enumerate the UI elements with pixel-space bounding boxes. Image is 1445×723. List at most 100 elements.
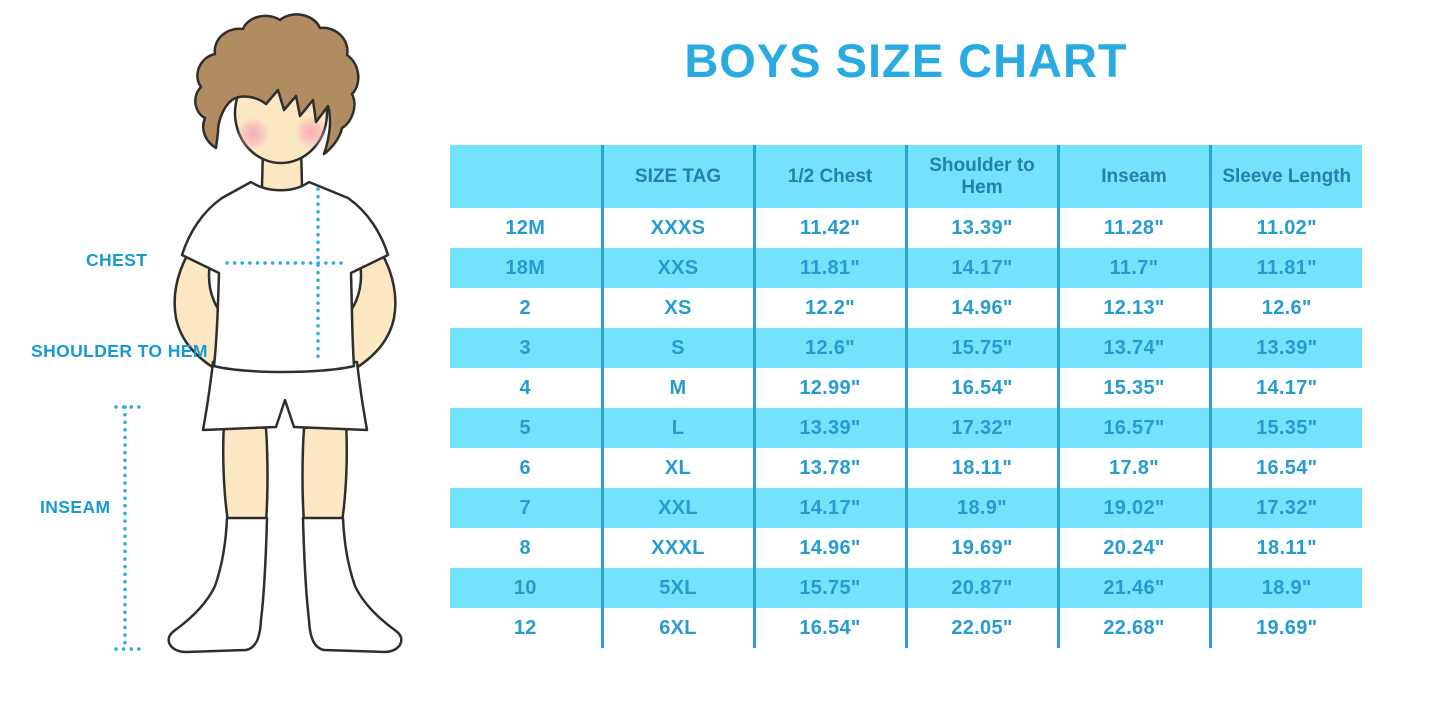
measurement-cell: 15.35" [1208, 408, 1362, 448]
measurement-cell: 16.57" [1056, 408, 1210, 448]
measurement-cell: 17.32" [904, 408, 1058, 448]
measurement-cell: M [600, 368, 754, 408]
header-cell-shoulder-to-hem: Shoulder to Hem [904, 145, 1058, 208]
left-blush-cheek [237, 118, 269, 150]
measurement-cell: 11.7" [1056, 248, 1210, 288]
shoulder-to-hem-label: SHOULDER TO HEM [31, 341, 208, 361]
header-cell-sleeve-length: Sleeve Length [1208, 145, 1362, 208]
chest-label: CHEST [86, 250, 148, 270]
measurement-cell: XXS [600, 248, 754, 288]
measurement-cell: 12.2" [752, 288, 906, 328]
measurement-cell: 14.96" [752, 528, 906, 568]
table-row: 10 5XL 15.75" 20.87" 21.46" 18.9" [450, 568, 1362, 608]
measurement-cell: 14.17" [904, 248, 1058, 288]
table-row: 4 M 12.99" 16.54" 15.35" 14.17" [450, 368, 1362, 408]
measurement-cell: 12.6" [1208, 288, 1362, 328]
measurement-cell: 19.69" [904, 528, 1058, 568]
inseam-label: INSEAM [40, 497, 111, 517]
measurement-cell: 13.74" [1056, 328, 1210, 368]
measurement-cell: 14.17" [1208, 368, 1362, 408]
measurement-cell: 22.05" [904, 608, 1058, 648]
table-header-row: SIZE TAG 1/2 Chest Shoulder to Hem Insea… [450, 145, 1362, 208]
hair [194, 13, 360, 156]
measurement-cell: XXXL [600, 528, 754, 568]
measurement-cell: 22.68" [1056, 608, 1210, 648]
measurement-cell: 11.42" [752, 208, 906, 248]
shorts [201, 360, 369, 432]
size-label-cell: 6 [519, 456, 531, 479]
measurement-cell: 18.11" [904, 448, 1058, 488]
measurement-cell: 11.81" [752, 248, 906, 288]
measurement-cell: 11.02" [1208, 208, 1362, 248]
size-label-cell: 10 [450, 568, 602, 608]
size-table: SIZE TAG 1/2 Chest Shoulder to Hem Insea… [450, 145, 1362, 648]
measurement-cell: 15.75" [904, 328, 1058, 368]
measurement-cell: XXL [600, 488, 754, 528]
table-row: 5 L 13.39" 17.32" 16.57" 15.35" [450, 408, 1362, 448]
measurement-cell: 16.54" [752, 608, 906, 648]
measurement-cell: 13.78" [752, 448, 906, 488]
header-cell-size [450, 145, 602, 208]
measurement-cell: 16.54" [904, 368, 1058, 408]
measurement-cell: XS [600, 288, 754, 328]
measurement-cell: 13.39" [1208, 328, 1362, 368]
measurement-cell: 11.28" [1056, 208, 1210, 248]
measurement-cell: 19.69" [1208, 608, 1362, 648]
table-row: 2 XS 12.2" 14.96" 12.13" 12.6" [450, 288, 1362, 328]
measurement-cell: 15.75" [752, 568, 906, 608]
measurement-cell: 12.99" [752, 368, 906, 408]
table-row: 12M XXXS 11.42" 13.39" 11.28" 11.02" [450, 208, 1362, 248]
measurement-cell: 11.81" [1208, 248, 1362, 288]
size-label-cell: 3 [450, 328, 602, 368]
measurement-cell: S [600, 328, 754, 368]
measurement-cell: 16.54" [1208, 448, 1362, 488]
right-sock [301, 516, 403, 654]
size-label-cell: 5 [450, 408, 602, 448]
measurement-cell: 14.96" [904, 288, 1058, 328]
measurement-cell: 17.8" [1056, 448, 1210, 488]
size-label-cell: 4 [519, 376, 531, 399]
size-label-cell: 18M [450, 248, 602, 288]
measurement-cell: 12.6" [752, 328, 906, 368]
measurement-cell: 5XL [600, 568, 754, 608]
measurement-cell: 18.9" [1208, 568, 1362, 608]
measurement-cell: XXXS [600, 208, 754, 248]
measurement-cell: 13.39" [752, 408, 906, 448]
header-cell-half-chest: 1/2 Chest [752, 145, 906, 208]
measurement-cell: 18.9" [904, 488, 1058, 528]
measurement-cell: 17.32" [1208, 488, 1362, 528]
measurement-cell: 13.39" [904, 208, 1058, 248]
table-row: 18M XXS 11.81" 14.17" 11.7" 11.81" [450, 248, 1362, 288]
left-leg [221, 420, 269, 524]
boy-illustration [114, 13, 403, 654]
size-label-cell: 7 [450, 488, 602, 528]
table-row: 7 XXL 14.17" 18.9" 19.02" 17.32" [450, 488, 1362, 528]
measurement-cell: 15.35" [1056, 368, 1210, 408]
measurement-cell: 21.46" [1056, 568, 1210, 608]
measurement-cell: 6XL [600, 608, 754, 648]
size-label-cell: 8 [519, 536, 531, 559]
table-row: 3 S 12.6" 15.75" 13.74" 13.39" [450, 328, 1362, 368]
measurement-cell: 12.13" [1056, 288, 1210, 328]
measurement-cell: 18.11" [1208, 528, 1362, 568]
header-cell-size-tag: SIZE TAG [600, 145, 754, 208]
size-label-cell: 2 [519, 296, 531, 319]
table-row: 12 6XL 16.54" 22.05" 22.68" 19.69" [450, 608, 1362, 648]
size-label-cell: 12M [505, 216, 546, 239]
measurement-cell: 20.24" [1056, 528, 1210, 568]
measurement-cell: XL [600, 448, 754, 488]
right-blush-cheek [295, 116, 327, 148]
right-leg [301, 420, 349, 524]
page-title: BOYS SIZE CHART [684, 34, 1128, 87]
size-label-cell: 12 [513, 616, 537, 639]
measurement-cell: 19.02" [1056, 488, 1210, 528]
chart-content: BOYS SIZE CHART SIZE TAG 1/2 Chest Shoul… [450, 0, 1362, 723]
measurement-cell: 20.87" [904, 568, 1058, 608]
boy-measurement-figure: CHEST SHOULDER TO HEM INSEAM [0, 0, 450, 723]
measurement-cell: 14.17" [752, 488, 906, 528]
table-row: 8 XXXL 14.96" 19.69" 20.24" 18.11" [450, 528, 1362, 568]
header-cell-inseam: Inseam [1056, 145, 1210, 208]
size-table-body: 12M XXXS 11.42" 13.39" 11.28" 11.02" 18M XXS 11.… [450, 208, 1362, 648]
left-sock [167, 516, 269, 654]
t-shirt [180, 180, 390, 374]
